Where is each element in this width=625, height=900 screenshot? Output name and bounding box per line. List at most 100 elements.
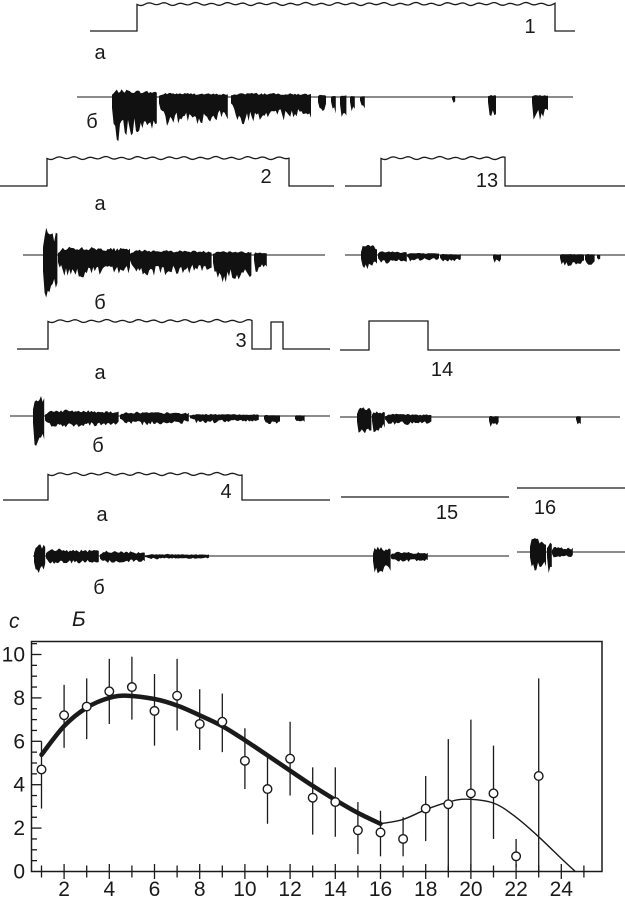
waveform-envelope-1-0-10 bbox=[532, 95, 548, 120]
stimulus-pulse-trace-2 bbox=[0, 155, 334, 187]
waveform-envelope-2-1-4 bbox=[493, 254, 501, 263]
waveform-envelope-4-0-1 bbox=[46, 548, 99, 564]
data-point-x2 bbox=[59, 710, 70, 721]
waveform-envelope-2-0-3 bbox=[213, 251, 252, 283]
y-tick-label-4: 4 bbox=[13, 774, 25, 797]
waveform-envelope-2-1-1 bbox=[378, 251, 407, 264]
y-axis-unit-label: с bbox=[9, 610, 20, 633]
waveform-envelope-4-1-1 bbox=[547, 542, 552, 573]
x-tick-label-22: 22 bbox=[504, 878, 527, 900]
data-point-x14 bbox=[330, 797, 341, 808]
data-point-x7 bbox=[172, 690, 183, 701]
waveform-envelope-2-0-4 bbox=[254, 252, 267, 273]
data-point-x18 bbox=[420, 803, 431, 814]
trace-number-label-15: 15 bbox=[436, 502, 458, 524]
waveform-envelope-4-0-2 bbox=[100, 550, 145, 563]
waveform-envelope-1-0-7 bbox=[360, 96, 365, 109]
waveform-envelope-4-0-3 bbox=[145, 553, 209, 560]
waveform-envelope-1-0-2 bbox=[231, 92, 311, 125]
y-tick-label-0: 0 bbox=[13, 861, 25, 884]
waveform-envelope-1-0-1 bbox=[159, 92, 228, 126]
fitted-curve-thick bbox=[39, 693, 383, 827]
stimulus-pulse-trace-3 bbox=[17, 318, 330, 350]
trace-number-label-13: 13 bbox=[476, 170, 498, 192]
trace-a-label-row2: а bbox=[94, 193, 106, 215]
data-point-x13 bbox=[307, 792, 318, 803]
x-tick-label-4: 4 bbox=[103, 878, 115, 900]
trace-b-label-row1: б bbox=[86, 111, 97, 133]
y-tick-label-8: 8 bbox=[13, 687, 25, 710]
stimulus-pulse-trace-14 bbox=[340, 320, 620, 351]
data-point-x10 bbox=[239, 755, 250, 766]
fitted-curve-thin bbox=[379, 798, 576, 872]
data-point-x12 bbox=[285, 753, 296, 764]
trace-b-label-row3: б bbox=[92, 435, 103, 457]
trace-number-label-4: 4 bbox=[220, 481, 231, 503]
data-point-x16 bbox=[375, 827, 386, 838]
oscillogram-row-3: 3 14 а б bbox=[10, 318, 620, 457]
waveform-envelope-3-0-0 bbox=[33, 396, 45, 446]
waveform-envelope-4-1-2 bbox=[552, 546, 573, 558]
x-tick-label-18: 18 bbox=[414, 878, 437, 900]
data-point-x5 bbox=[126, 682, 137, 693]
trace-number-label-14: 14 bbox=[431, 359, 453, 381]
waveform-envelope-1-0-0 bbox=[112, 89, 157, 142]
waveform-envelope-3-0-2 bbox=[120, 411, 189, 426]
waveform-envelope-4-0-4 bbox=[373, 546, 391, 574]
waveform-envelope-2-1-2 bbox=[407, 253, 439, 262]
trace-b-label-row4: б bbox=[93, 577, 104, 599]
trace-number-label-2: 2 bbox=[260, 166, 271, 188]
data-point-x23 bbox=[533, 771, 544, 782]
trace-a-label-row1: а bbox=[94, 42, 106, 64]
y-tick-label-2: 2 bbox=[13, 817, 25, 840]
waveform-envelope-3-1-3 bbox=[489, 415, 499, 427]
waveform-envelope-3-1-4 bbox=[576, 416, 581, 425]
stimulus-pulse-trace-4 bbox=[3, 471, 330, 501]
data-point-x15 bbox=[352, 825, 363, 836]
trace-number-label-1: 1 bbox=[524, 16, 535, 38]
data-point-x17 bbox=[398, 833, 409, 844]
waveform-envelope-1-0-6 bbox=[350, 96, 355, 112]
data-point-x3 bbox=[81, 701, 92, 712]
oscillograms-panel: 1 а б 2 13 а б 3 14 а б 4 15 16 а б bbox=[0, 1, 625, 599]
waveform-envelope-2-0-2 bbox=[130, 249, 212, 276]
x-tick-label-24: 24 bbox=[550, 878, 574, 900]
trace-number-label-16: 16 bbox=[534, 497, 556, 519]
oscillogram-row-2: 2 13 а б bbox=[0, 155, 625, 314]
data-point-x20 bbox=[465, 788, 476, 799]
waveform-envelope-3-1-2 bbox=[385, 413, 432, 425]
x-tick-label-16: 16 bbox=[369, 878, 392, 900]
x-tick-label-8: 8 bbox=[194, 878, 206, 900]
y-tick-label-10: 10 bbox=[2, 644, 25, 667]
waveform-envelope-2-1-0 bbox=[361, 245, 377, 270]
stimulus-pulse-trace-1 bbox=[90, 1, 575, 32]
x-tick-label-14: 14 bbox=[324, 878, 348, 900]
waveform-envelope-2-0-0 bbox=[43, 227, 58, 298]
waveform-envelope-2-0-1 bbox=[58, 246, 130, 278]
chart-frame bbox=[30, 640, 603, 873]
x-tick-label-20: 20 bbox=[459, 878, 482, 900]
oscillogram-row-1: 1 а б bbox=[77, 1, 575, 142]
waveform-envelope-1-0-8 bbox=[452, 96, 456, 103]
data-point-x8 bbox=[194, 718, 205, 729]
data-point-x1 bbox=[36, 764, 47, 775]
panel-b-label: Б bbox=[72, 608, 86, 631]
waveform-envelope-3-1-0 bbox=[357, 407, 372, 434]
data-point-x4 bbox=[104, 686, 115, 697]
waveform-envelope-3-0-1 bbox=[45, 409, 119, 428]
data-point-x6 bbox=[149, 705, 160, 716]
waveform-envelope-3-0-5 bbox=[295, 415, 305, 422]
data-point-x19 bbox=[443, 799, 454, 810]
waveform-envelope-3-0-4 bbox=[264, 415, 280, 424]
data-point-x11 bbox=[262, 784, 273, 795]
trace-a-label-row4: а bbox=[96, 504, 108, 526]
x-tick-label-12: 12 bbox=[278, 878, 301, 900]
waveform-envelope-4-0-0 bbox=[34, 544, 46, 573]
x-tick-label-2: 2 bbox=[58, 878, 70, 900]
waveform-envelope-1-0-5 bbox=[340, 95, 347, 117]
waveform-envelope-1-0-3 bbox=[318, 94, 326, 112]
waveform-envelope-3-1-1 bbox=[372, 411, 385, 432]
waveform-envelope-2-1-3 bbox=[440, 253, 461, 262]
trace-number-label-3: 3 bbox=[235, 330, 246, 352]
